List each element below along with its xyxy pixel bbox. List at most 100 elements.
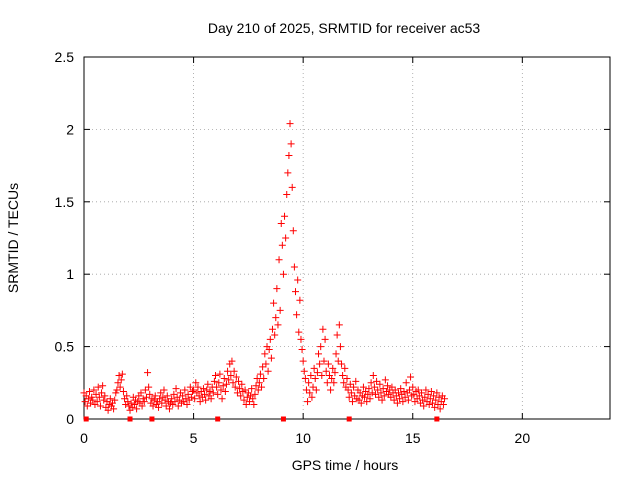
data-point	[352, 377, 360, 385]
data-point	[225, 376, 233, 384]
data-point	[252, 382, 260, 390]
data-point	[203, 386, 211, 394]
data-point	[425, 401, 433, 409]
data-point	[304, 398, 312, 406]
data-point	[333, 331, 341, 339]
data-point	[312, 386, 320, 394]
data-point	[318, 372, 326, 380]
data-point	[181, 386, 189, 394]
data-point	[414, 386, 422, 394]
data-point	[377, 389, 385, 397]
gap-markers	[83, 416, 440, 422]
data-point	[345, 393, 353, 401]
data-point	[309, 383, 317, 391]
data-point	[241, 386, 249, 394]
data-point	[224, 367, 232, 375]
data-point	[202, 396, 210, 404]
data-point	[95, 393, 103, 401]
data-point	[165, 405, 173, 413]
data-point	[306, 389, 314, 397]
y-tick-label: 0	[66, 411, 74, 427]
data-point	[191, 395, 199, 403]
data-point	[384, 382, 392, 390]
data-point	[281, 212, 289, 220]
data-point	[195, 392, 203, 400]
data-point	[278, 241, 286, 249]
data-point	[99, 382, 107, 390]
data-point	[347, 389, 355, 397]
data-point	[276, 306, 284, 314]
data-point	[160, 386, 168, 394]
data-point	[378, 396, 386, 404]
data-point	[238, 380, 246, 388]
data-point	[206, 387, 214, 395]
data-point	[289, 227, 297, 235]
data-point	[174, 402, 182, 410]
data-point	[341, 364, 349, 372]
data-point	[218, 395, 226, 403]
data-point	[227, 372, 235, 380]
data-point	[138, 402, 146, 410]
data-point	[291, 288, 299, 296]
data-point	[387, 393, 395, 401]
data-point	[127, 399, 135, 407]
data-point	[216, 370, 224, 378]
data-point	[328, 374, 336, 382]
data-point	[298, 345, 306, 353]
data-point	[228, 357, 236, 365]
data-point	[242, 401, 250, 409]
x-tick-label: 15	[405, 430, 421, 446]
data-point	[420, 402, 428, 410]
data-point	[245, 398, 253, 406]
data-point	[151, 392, 159, 400]
data-point	[301, 374, 309, 382]
data-point	[288, 183, 296, 191]
data-point	[163, 392, 171, 400]
data-point	[258, 383, 266, 391]
data-point	[330, 379, 338, 387]
data-point	[308, 393, 316, 401]
data-point	[430, 392, 438, 400]
data-point	[83, 402, 91, 410]
data-point	[294, 276, 302, 284]
data-point	[374, 386, 382, 394]
data-point	[201, 390, 209, 398]
data-point	[397, 385, 405, 393]
data-point	[422, 386, 430, 394]
data-point	[217, 386, 225, 394]
data-point	[439, 401, 447, 409]
data-point	[110, 405, 118, 413]
data-point	[140, 398, 148, 406]
data-point	[427, 387, 435, 395]
data-point	[137, 389, 145, 397]
data-point	[93, 398, 101, 406]
data-point	[149, 402, 157, 410]
data-point	[277, 220, 285, 228]
data-point	[89, 396, 97, 404]
gap-marker	[280, 416, 286, 422]
data-point	[334, 357, 342, 365]
data-point	[267, 354, 275, 362]
data-point	[290, 263, 298, 271]
data-point	[104, 406, 112, 414]
data-point	[407, 373, 415, 381]
data-point	[282, 234, 290, 242]
data-point	[348, 398, 356, 406]
data-point	[359, 383, 367, 391]
data-point	[155, 403, 163, 411]
y-tick-label: 0.5	[55, 339, 75, 355]
data-point	[130, 401, 138, 409]
data-point	[188, 387, 196, 395]
data-point	[365, 385, 373, 393]
data-point	[243, 393, 251, 401]
data-point	[321, 335, 329, 343]
data-point	[315, 350, 323, 358]
data-point	[293, 311, 301, 319]
data-point	[433, 389, 441, 397]
data-point	[260, 374, 268, 382]
data-point	[266, 335, 274, 343]
data-point	[194, 383, 202, 391]
data-point	[320, 357, 328, 365]
data-point	[248, 385, 256, 393]
data-point	[172, 385, 180, 393]
